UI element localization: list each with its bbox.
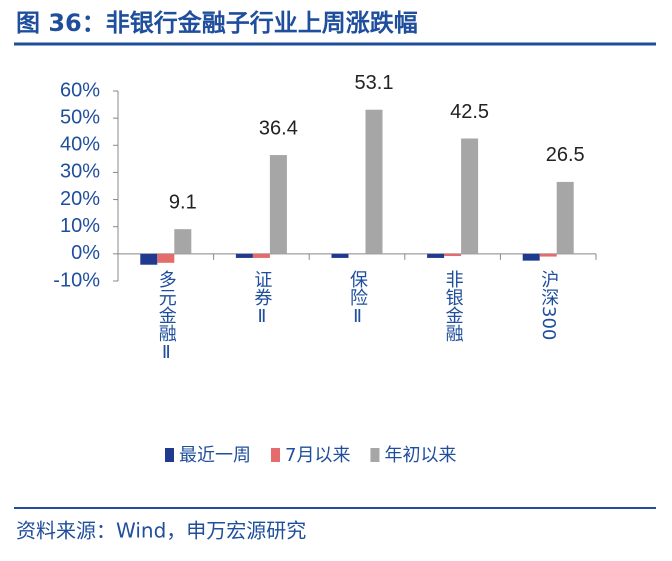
y-tick-label: 0% (71, 242, 100, 264)
bar (235, 253, 253, 258)
x-tick-label: 非银金融 (443, 270, 464, 342)
bar (269, 155, 287, 254)
data-label: 9.1 (169, 191, 197, 213)
legend-swatch (165, 448, 174, 462)
y-tick-label: 60% (60, 79, 100, 101)
y-tick-label: 30% (60, 161, 100, 183)
bar (365, 109, 383, 254)
bar (444, 253, 462, 257)
x-tick-label: 沪深300 (538, 270, 559, 341)
y-tick-label: 10% (60, 215, 100, 237)
x-tick-label: 多元金融Ⅱ (156, 270, 177, 363)
data-label: 36.4 (259, 117, 298, 139)
source: 资料来源：Wind，申万宏源研究 (16, 519, 306, 543)
bar (252, 253, 270, 258)
legend-swatch (271, 448, 280, 462)
bar (556, 181, 574, 254)
legend-swatch (370, 448, 380, 462)
y-tick-label: 20% (60, 188, 100, 210)
bar (427, 253, 445, 258)
bar (522, 253, 540, 261)
bar (331, 253, 349, 258)
y-tick-label: 50% (60, 106, 100, 128)
chart-title: 图 36：非银行金融子行业上周涨跌幅 (16, 9, 418, 37)
data-label: 26.5 (546, 144, 585, 166)
y-tick-label: -10% (53, 269, 100, 291)
data-label: 53.1 (355, 72, 394, 94)
y-tick-label: 40% (60, 134, 100, 156)
legend-label: 年初以来 (384, 445, 456, 466)
x-tick-label: 证券Ⅱ (251, 270, 272, 327)
bar (539, 253, 557, 257)
bar (157, 253, 175, 263)
legend-label: 7月以来 (285, 445, 350, 466)
bar (140, 253, 158, 265)
bar (174, 229, 192, 254)
bar (461, 138, 479, 254)
x-tick-label: 保险Ⅱ (347, 270, 368, 327)
data-label: 42.5 (450, 101, 489, 123)
legend-label: 最近一周 (179, 445, 251, 466)
